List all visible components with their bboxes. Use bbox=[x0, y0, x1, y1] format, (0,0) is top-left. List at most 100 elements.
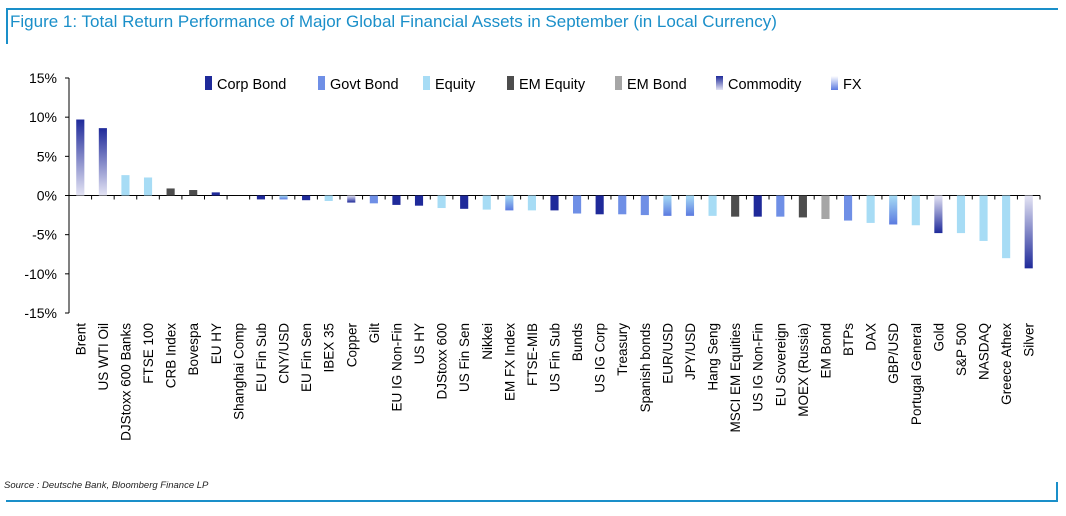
x-tick-label: CRB Index bbox=[164, 323, 179, 389]
x-tick-label: Nikkei bbox=[480, 323, 495, 360]
x-tick-label: GBP/USD bbox=[886, 323, 901, 384]
bar bbox=[934, 195, 943, 234]
x-tick-label: NASDAQ bbox=[977, 323, 992, 380]
bar bbox=[911, 195, 920, 226]
bar bbox=[956, 195, 966, 234]
x-tick-label: DJStoxx 600 Banks bbox=[118, 323, 133, 441]
y-tick-label: -10% bbox=[24, 266, 57, 282]
x-tick-label: US HY bbox=[412, 323, 427, 364]
x-tick-label: JPY/USD bbox=[683, 323, 698, 380]
bar bbox=[573, 195, 582, 214]
legend-swatch bbox=[507, 76, 514, 90]
x-tick-label: EM Bond bbox=[818, 323, 833, 379]
bar bbox=[76, 119, 85, 196]
bar bbox=[889, 195, 898, 225]
legend-swatch bbox=[716, 76, 723, 90]
x-tick-label: MSCI EM Equities bbox=[728, 323, 743, 433]
x-tick-label: DJStoxx 600 bbox=[435, 323, 450, 400]
x-tick-label: EU Sovereign bbox=[773, 323, 788, 406]
y-tick-label: -15% bbox=[24, 305, 57, 321]
bar bbox=[347, 195, 356, 203]
bar bbox=[798, 195, 807, 218]
figure-title: Figure 1: Total Return Performance of Ma… bbox=[10, 12, 777, 31]
x-tick-label: EU HY bbox=[209, 323, 224, 364]
right-rule bbox=[1056, 482, 1058, 502]
legend-swatch bbox=[423, 76, 430, 90]
x-tick-label: US WTI Oil bbox=[96, 323, 111, 391]
x-tick-label: EM FX Index bbox=[502, 323, 517, 401]
bar bbox=[708, 195, 717, 216]
legend-label: EM Bond bbox=[627, 77, 687, 93]
bar bbox=[166, 188, 175, 196]
legend-label: Commodity bbox=[728, 77, 802, 93]
y-tick-label: 10% bbox=[29, 109, 57, 125]
legend-label: Govt Bond bbox=[330, 77, 399, 93]
bar bbox=[753, 195, 762, 217]
bar bbox=[821, 195, 830, 219]
x-tick-label: Bovespa bbox=[186, 323, 201, 376]
legend-label: FX bbox=[843, 77, 862, 93]
x-tick-label: FTSE-MIB bbox=[525, 323, 540, 386]
source-note: Source : Deutsche Bank, Bloomberg Financ… bbox=[4, 480, 209, 491]
legend-swatch bbox=[205, 76, 212, 90]
bar bbox=[527, 195, 536, 211]
legend-label: Equity bbox=[435, 77, 476, 93]
bar bbox=[369, 195, 378, 204]
bar bbox=[618, 195, 627, 215]
x-tick-label: Silver bbox=[1022, 323, 1037, 357]
x-tick-label: EUR/USD bbox=[660, 323, 675, 384]
bar bbox=[121, 175, 130, 196]
x-tick-label: Gilt bbox=[367, 323, 382, 343]
bar bbox=[143, 177, 153, 196]
bar bbox=[302, 195, 311, 201]
x-tick-label: CNY/USD bbox=[277, 323, 292, 384]
bar bbox=[414, 195, 424, 206]
bar bbox=[1002, 195, 1011, 259]
bottom-rule bbox=[6, 500, 1058, 502]
title-frame bbox=[6, 8, 1058, 44]
x-tick-label: IBEX 35 bbox=[322, 323, 337, 373]
x-tick-label: Shanghai Comp bbox=[231, 323, 246, 420]
x-tick-label: US Fin Sen bbox=[457, 323, 472, 392]
bar bbox=[979, 195, 988, 241]
x-tick-label: Copper bbox=[344, 322, 359, 367]
bar bbox=[460, 195, 469, 209]
bar bbox=[279, 195, 288, 200]
x-tick-label: BTPs bbox=[841, 323, 856, 356]
bar bbox=[324, 195, 333, 201]
legend-swatch bbox=[615, 76, 622, 90]
bar bbox=[98, 128, 107, 196]
x-tick-label: Bunds bbox=[570, 323, 585, 362]
x-tick-label: Gold bbox=[931, 323, 946, 352]
legend-label: EM Equity bbox=[519, 77, 586, 93]
x-tick-label: US IG Non-Fin bbox=[751, 323, 766, 412]
x-tick-label: Portugal General bbox=[909, 323, 924, 425]
x-tick-label: EU Fin Sub bbox=[254, 323, 269, 392]
bar bbox=[392, 195, 401, 205]
y-tick-label: 5% bbox=[37, 148, 57, 164]
x-tick-label: S&P 500 bbox=[954, 323, 969, 376]
x-tick-label: Treasury bbox=[615, 323, 630, 376]
bar bbox=[437, 195, 446, 209]
bar bbox=[505, 195, 514, 211]
x-tick-label: Hang Seng bbox=[706, 323, 721, 391]
bar bbox=[776, 195, 785, 217]
legend-label: Corp Bond bbox=[217, 77, 286, 93]
bar-chart: 15% 10% 5% 0% -5% -10% -15% Brent US WTI Oil DJS… bbox=[24, 70, 1041, 441]
x-tick-label: EU Fin Sen bbox=[299, 323, 314, 392]
x-tick-label: MOEX (Russia) bbox=[796, 323, 811, 417]
x-tick-label: DAX bbox=[864, 323, 879, 351]
bar bbox=[663, 195, 672, 216]
y-tick-label: 0% bbox=[37, 188, 57, 204]
bar bbox=[189, 190, 198, 196]
bar bbox=[256, 195, 266, 200]
x-tick-label: EU IG Non-Fin bbox=[389, 323, 404, 412]
x-tick-label: Brent bbox=[73, 323, 88, 356]
bar bbox=[211, 192, 220, 196]
x-tick-label: Spanish bonds bbox=[638, 323, 653, 413]
bar bbox=[1024, 195, 1033, 269]
bar bbox=[843, 195, 853, 221]
x-tick-label: US IG Corp bbox=[593, 323, 608, 393]
legend-swatch bbox=[318, 76, 325, 90]
x-tick-label: US Fin Sub bbox=[548, 323, 563, 392]
